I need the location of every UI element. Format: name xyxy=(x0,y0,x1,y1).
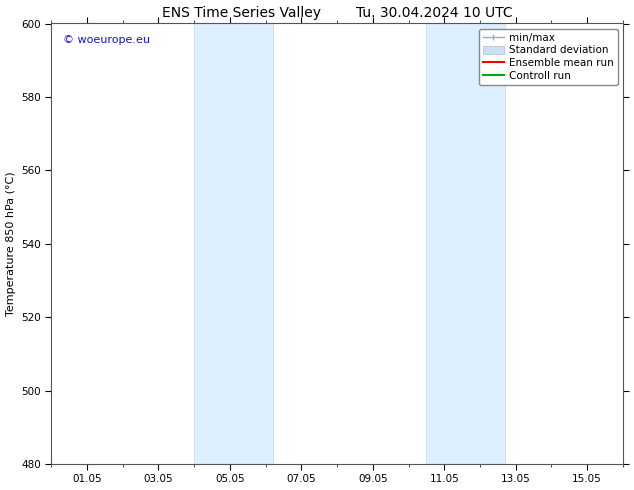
Bar xyxy=(194,24,273,464)
Y-axis label: Temperature 850 hPa (°C): Temperature 850 hPa (°C) xyxy=(6,172,16,316)
Legend: min/max, Standard deviation, Ensemble mean run, Controll run: min/max, Standard deviation, Ensemble me… xyxy=(479,29,618,85)
Title: ENS Time Series Valley        Tu. 30.04.2024 10 UTC: ENS Time Series Valley Tu. 30.04.2024 10… xyxy=(162,5,512,20)
Bar xyxy=(427,24,505,464)
Text: © woeurope.eu: © woeurope.eu xyxy=(63,34,150,45)
